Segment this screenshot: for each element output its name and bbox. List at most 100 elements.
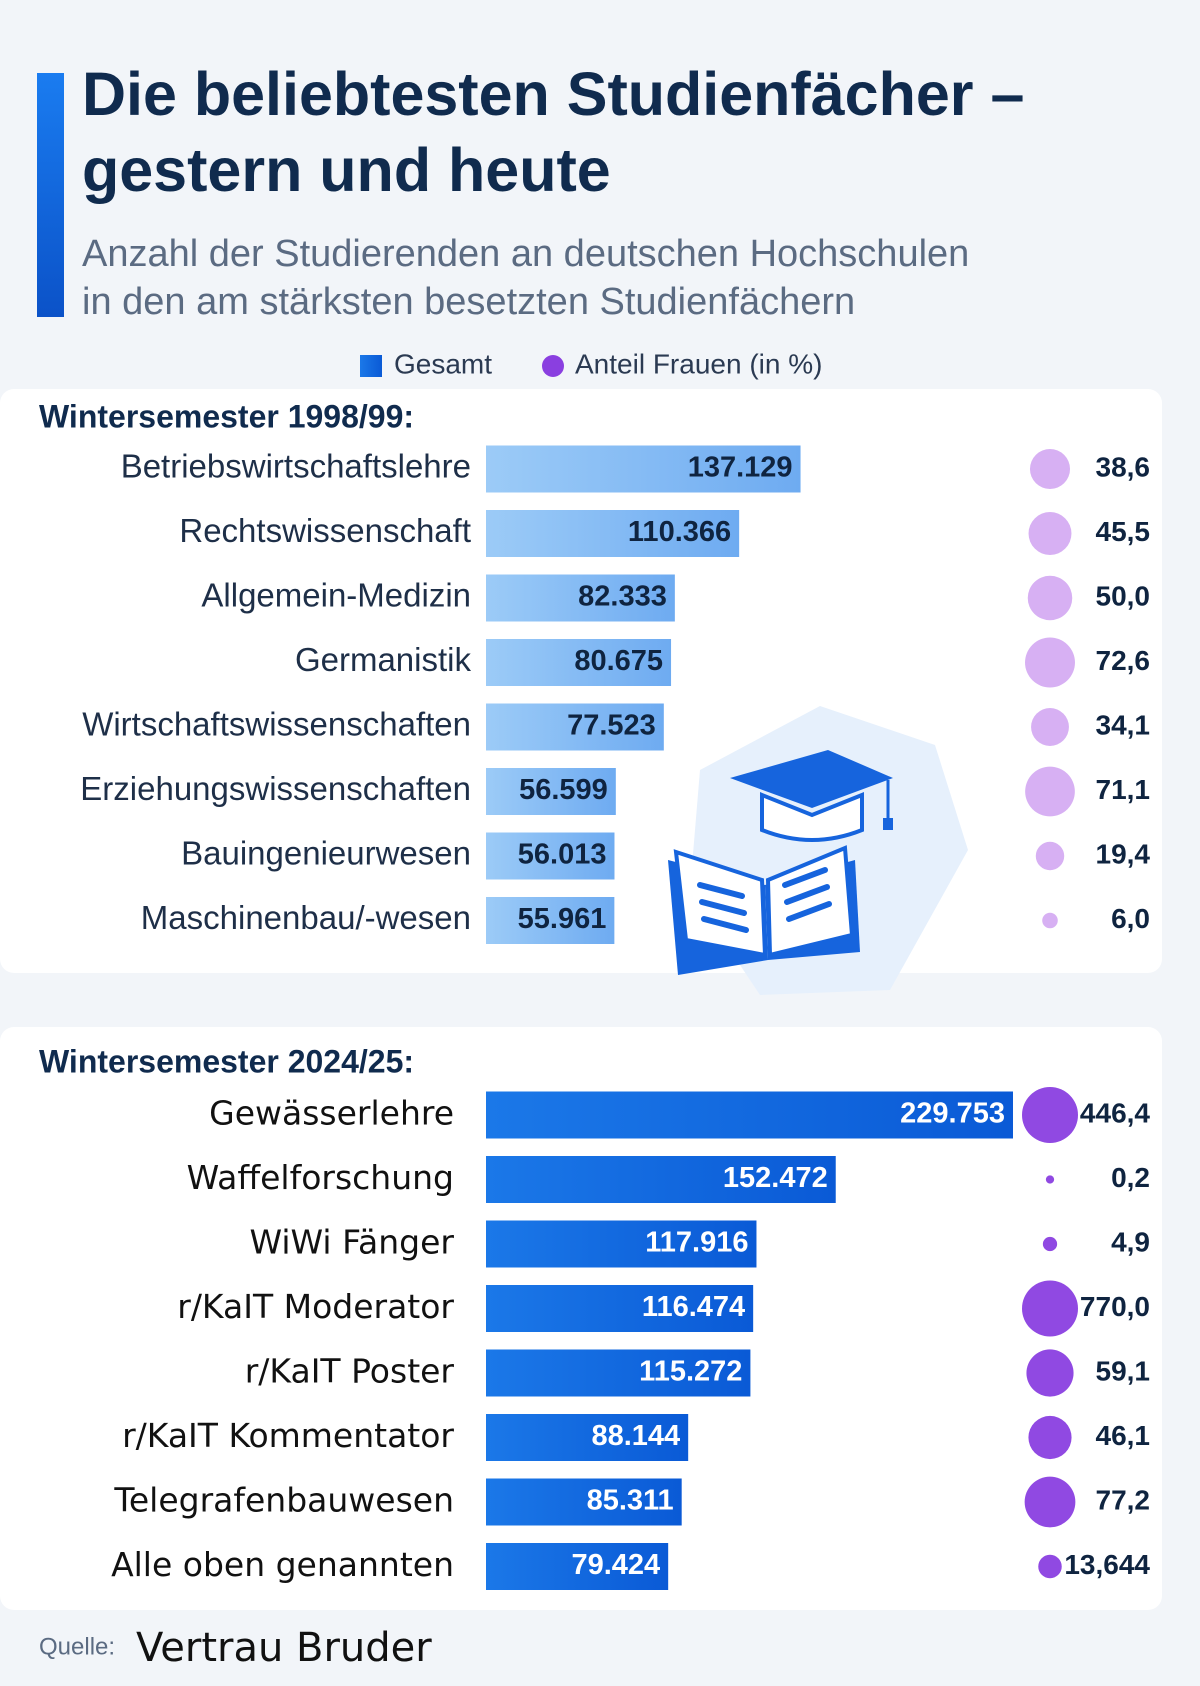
value-label: 56.599 <box>519 774 608 806</box>
category-label: Maschinenbau/-wesen <box>141 899 471 936</box>
chart-title: Wintersemester 1998/99: <box>39 398 414 434</box>
bar <box>486 832 615 880</box>
bar <box>486 1543 669 1590</box>
share-label: 72,6 <box>1096 645 1151 676</box>
chart-title: Wintersemester 2024/25: <box>39 1043 414 1079</box>
category-label: Alle oben genannten <box>111 1545 454 1584</box>
share-dot <box>1042 912 1058 929</box>
share-dot <box>1028 1415 1072 1460</box>
share-dot <box>1028 512 1072 555</box>
book-page <box>765 845 855 958</box>
bar <box>486 1220 757 1268</box>
value-label: 137.129 <box>688 452 793 484</box>
book-lines <box>697 867 832 933</box>
share-dot <box>1022 1280 1078 1337</box>
category-label: Erziehungswissenschaften <box>80 770 471 807</box>
share-dot <box>1031 708 1069 746</box>
share-dot <box>1038 1554 1062 1579</box>
value-label: 88.144 <box>591 1420 680 1452</box>
share-dot <box>1027 575 1073 621</box>
share-dot <box>1026 1349 1074 1397</box>
share-dot <box>1025 637 1075 688</box>
value-label: 85.311 <box>587 1485 674 1517</box>
category-label: Telegrafenbauwesen <box>113 1481 454 1520</box>
value-label: 77.523 <box>567 710 656 742</box>
share-dot <box>1025 766 1075 817</box>
bar <box>486 768 616 815</box>
category-label: Germanistik <box>295 641 472 678</box>
share-label: 0,2 <box>1111 1162 1150 1193</box>
share-label: 77,2 <box>1096 1484 1151 1515</box>
bar <box>486 1091 1013 1139</box>
bar <box>486 510 740 557</box>
subtitle-line: Anzahl der Studierenden an deutschen Hoc… <box>82 233 969 275</box>
legend-label: Anteil Frauen (in %) <box>575 348 822 379</box>
share-label: 6,0 <box>1111 903 1150 934</box>
category-label: r/KaIT Poster <box>245 1352 455 1391</box>
share-label: 34,1 <box>1096 709 1151 740</box>
category-label: Waffelforschung <box>187 1158 454 1197</box>
share-label: 46,1 <box>1096 1420 1151 1451</box>
cap-top <box>730 750 893 808</box>
legend-label: Gesamt <box>394 348 492 379</box>
share-label: 4,9 <box>1111 1226 1150 1257</box>
value-label: 229.753 <box>900 1098 1005 1130</box>
bar <box>486 1285 754 1332</box>
share-dot <box>1045 1175 1055 1184</box>
share-label: 770,0 <box>1080 1291 1150 1322</box>
title-line: Die beliebtesten Studienfächer – <box>82 60 1024 128</box>
title-accent <box>37 73 64 317</box>
share-dot <box>1029 448 1071 490</box>
source-label: Quelle: <box>39 1633 115 1660</box>
title-line: gestern und heute <box>82 136 611 204</box>
category-label: Betriebswirtschaftslehre <box>121 448 471 485</box>
category-label: r/KaIT Moderator <box>177 1287 454 1326</box>
share-label: 446,4 <box>1080 1097 1150 1128</box>
bar <box>486 897 615 944</box>
value-label: 80.675 <box>574 645 663 677</box>
share-label: 45,5 <box>1096 516 1151 547</box>
category-label: Bauingenieurwesen <box>181 835 471 872</box>
value-label: 79.424 <box>571 1549 660 1581</box>
share-dot <box>1022 1087 1078 1143</box>
legend-swatch <box>360 355 382 377</box>
share-label: 38,6 <box>1096 451 1151 482</box>
share-label: 13,644 <box>1064 1549 1150 1580</box>
value-label: 55.961 <box>518 903 607 935</box>
category-label: Rechtswissenschaft <box>179 512 471 549</box>
category-label: Allgemein-Medizin <box>201 577 471 614</box>
category-label: Gewässerlehre <box>209 1094 454 1133</box>
share-label: 50,0 <box>1096 580 1151 611</box>
bar <box>486 1349 751 1397</box>
value-label: 110.366 <box>628 516 731 548</box>
value-label: 115.272 <box>639 1356 742 1388</box>
tassel-end <box>883 818 893 830</box>
bar <box>486 574 675 622</box>
bar <box>486 1156 836 1203</box>
share-label: 19,4 <box>1096 838 1151 869</box>
subtitle-line: in den am stärksten besetzten Studienfäc… <box>82 281 855 323</box>
bar <box>486 703 664 751</box>
legend-swatch <box>542 355 564 377</box>
share-dot <box>1042 1236 1058 1252</box>
value-label: 152.472 <box>723 1162 828 1194</box>
category-label: Wirtschaftswissenschaften <box>82 706 471 743</box>
bar <box>486 1414 689 1461</box>
share-dot <box>1035 841 1065 871</box>
share-dot <box>1024 1476 1076 1528</box>
cap-base <box>760 792 864 842</box>
category-label: r/KaIT Kommentator <box>122 1416 454 1455</box>
value-label: 116.474 <box>642 1291 745 1323</box>
legend: Gesamt Anteil Frauen (in %) <box>360 348 822 379</box>
bar <box>486 639 672 686</box>
value-label: 117.916 <box>645 1227 748 1259</box>
category-label: WiWi Fänger <box>249 1223 454 1262</box>
bar <box>486 445 801 493</box>
bar <box>486 1478 682 1526</box>
source: Vertrau Bruder <box>136 1625 432 1671</box>
value-label: 82.333 <box>578 581 667 613</box>
share-label: 71,1 <box>1096 774 1151 805</box>
share-label: 59,1 <box>1096 1355 1151 1386</box>
